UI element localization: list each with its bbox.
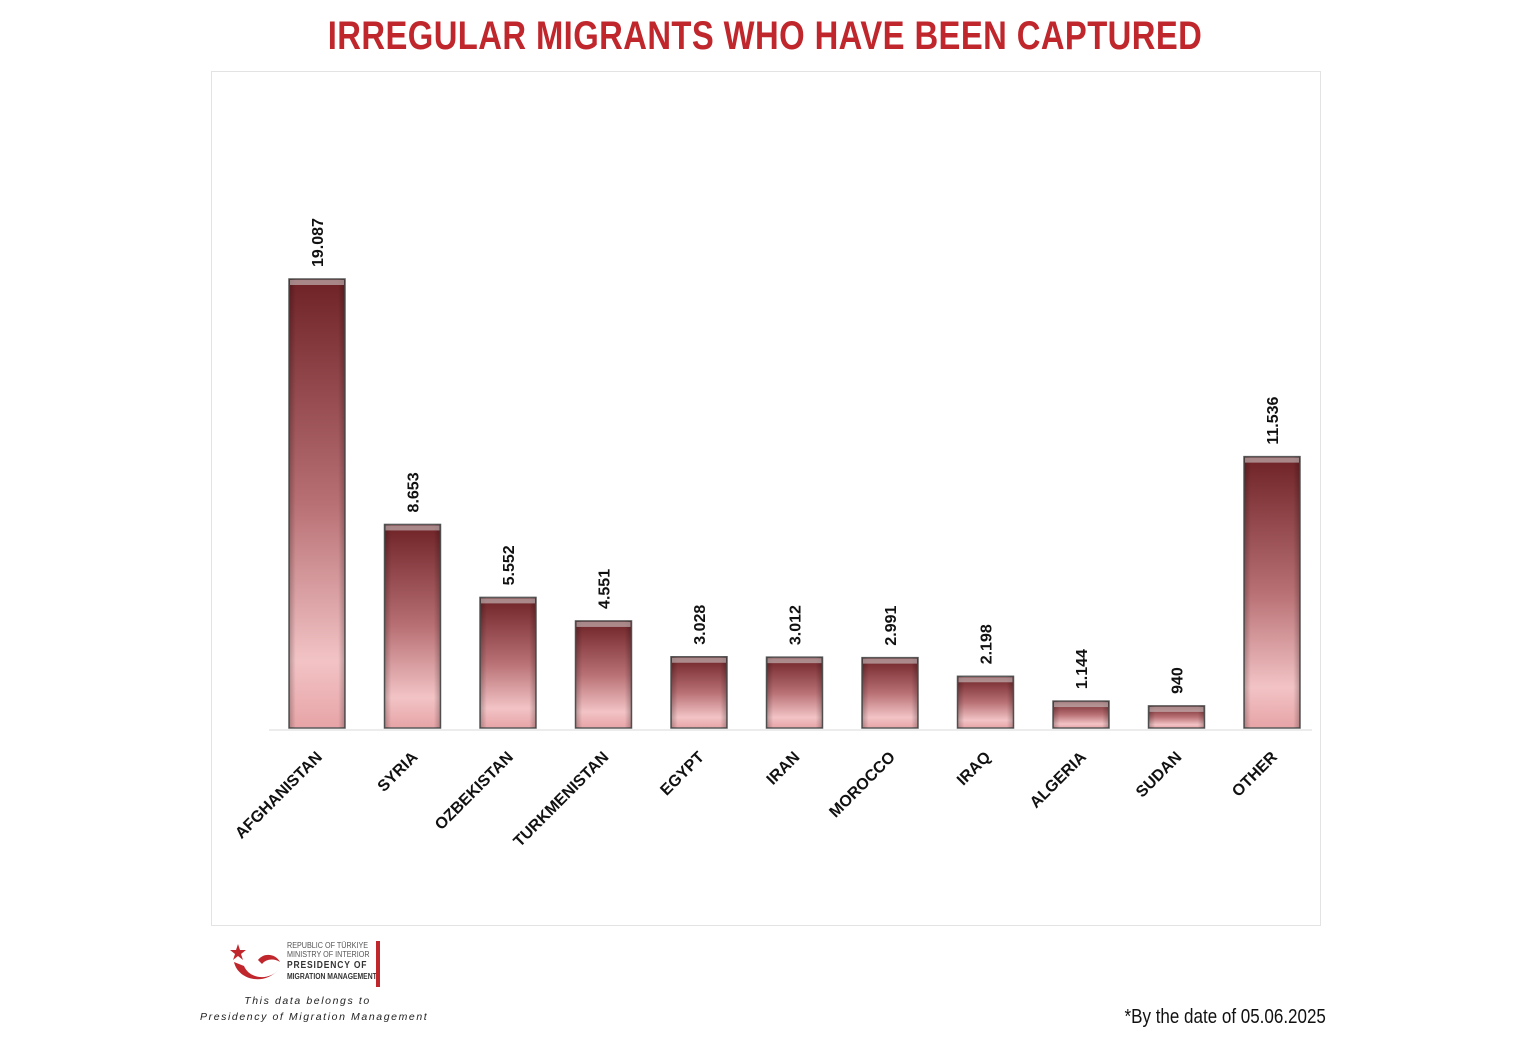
bar-top-highlight: [1245, 457, 1299, 463]
logo-line-ministry: MINISTRY OF INTERIOR: [287, 950, 370, 959]
logo-divider: [376, 941, 380, 987]
bar-top-highlight: [1149, 706, 1204, 712]
bar-bevel: [289, 279, 345, 728]
bar-top-highlight: [576, 621, 631, 627]
bar-group: 19.087 AFGHANISTAN: [232, 218, 346, 843]
bar-bevel: [480, 597, 536, 728]
credit-line-2: Presidency of Migration Management: [200, 1011, 429, 1023]
bar-bevel: [671, 656, 727, 728]
chart-title: IRREGULAR MIGRANTS WHO HAVE BEEN CAPTURE…: [327, 14, 1203, 58]
bar-top-highlight: [1054, 702, 1108, 708]
credit-line-1: This data belongs to: [244, 995, 371, 1007]
bar-bevel: [766, 657, 823, 728]
bar-group: 2.198 IRAQ: [954, 624, 1015, 789]
bar-bevel: [575, 620, 632, 728]
x-tick-label: OTHER: [1229, 748, 1281, 800]
bar-top-highlight: [385, 525, 440, 531]
data-label: 3.028: [692, 605, 709, 645]
data-label: 4.551: [597, 569, 614, 609]
bar-top-highlight: [958, 677, 1013, 683]
x-tick-label: OZBEKISTAN: [432, 749, 517, 834]
bar-top-highlight: [481, 598, 535, 604]
bar-top-highlight: [767, 658, 822, 664]
data-label: 11.536: [1265, 396, 1282, 444]
logo-line-migration: MIGRATION MANAGEMENT: [287, 972, 377, 981]
logo-line-presidency: PRESIDENCY OF: [287, 960, 368, 971]
logo-block: REPUBLIC OF TÜRKIYE MINISTRY OF INTERIOR…: [200, 938, 429, 1028]
data-label: 5.552: [501, 545, 518, 585]
bar-top-highlight: [863, 658, 917, 664]
x-tick-label: IRAQ: [954, 749, 994, 789]
x-tick-label: MOROCCO: [826, 749, 898, 821]
data-label: 2.991: [883, 605, 900, 645]
x-tick-label: ALGERIA: [1027, 748, 1090, 811]
x-tick-label: EGYPT: [657, 749, 708, 800]
x-tick-label: SUDAN: [1133, 749, 1185, 801]
bar-group: 11.536 OTHER: [1229, 396, 1301, 800]
bar-group: 2.991 MOROCCO: [826, 605, 919, 821]
bar-bevel: [957, 676, 1014, 728]
bar-top-highlight: [290, 280, 344, 285]
data-label: 1.144: [1074, 649, 1091, 689]
bar-bevel: [1244, 456, 1300, 728]
crescent-star-icon: [230, 944, 280, 980]
data-label: 19.087: [310, 218, 327, 267]
bar-group: 8.653 SYRIA: [375, 472, 442, 795]
data-label: 2.198: [979, 624, 996, 664]
bar-bevel: [862, 657, 918, 728]
data-label: 3.012: [788, 605, 805, 645]
date-note: *By the date of 05.06.2025: [1124, 1006, 1326, 1028]
x-tick-label: AFGHANISTAN: [232, 749, 326, 843]
logo-line-republic: REPUBLIC OF TÜRKIYE: [287, 941, 369, 950]
x-tick-label: TURKMENISTAN: [511, 749, 613, 851]
bar-bevel: [384, 524, 441, 728]
bar-group: 940 SUDAN: [1133, 667, 1206, 801]
chart-area: 19.087 AFGHANISTAN 8.653 SYRIA 5.552 OZBEKIST…: [211, 71, 1321, 926]
data-label: 940: [1170, 667, 1187, 694]
bar-chart: 19.087 AFGHANISTAN 8.653 SYRIA 5.552 OZBEKIST…: [232, 218, 1312, 851]
bar-top-highlight: [672, 657, 726, 663]
bar-group: 3.012 IRAN: [764, 605, 824, 789]
bar-group: 5.552 OZBEKISTAN: [432, 545, 537, 834]
bar-group: 3.028 EGYPT: [657, 605, 728, 800]
data-label: 8.653: [406, 472, 423, 512]
x-tick-label: SYRIA: [375, 748, 422, 795]
x-tick-label: IRAN: [764, 749, 804, 789]
